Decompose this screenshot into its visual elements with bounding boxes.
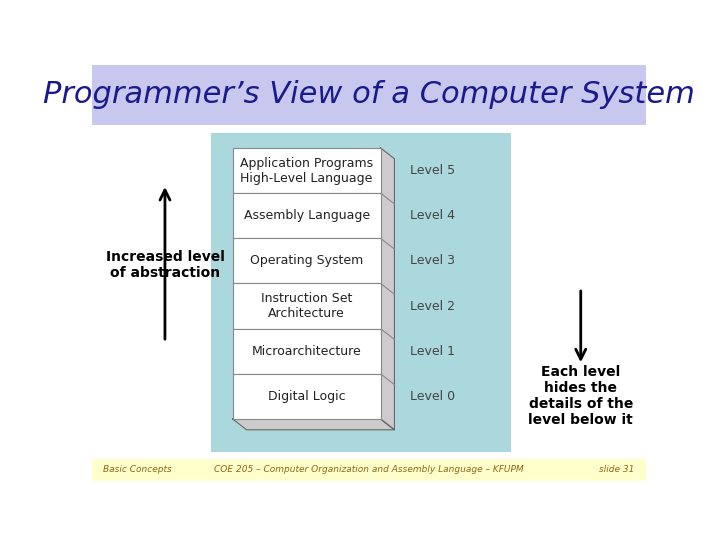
Bar <box>233 374 381 419</box>
Text: Level 3: Level 3 <box>410 254 455 267</box>
Bar <box>233 193 381 238</box>
Polygon shape <box>381 148 395 430</box>
Bar <box>233 238 381 284</box>
Text: COE 205 – Computer Organization and Assembly Language – KFUPM: COE 205 – Computer Organization and Asse… <box>214 465 524 474</box>
Text: Instruction Set
Architecture: Instruction Set Architecture <box>261 292 352 320</box>
Text: Each level
hides the
details of the
level below it: Each level hides the details of the leve… <box>528 364 633 427</box>
Text: Level 4: Level 4 <box>410 209 455 222</box>
Bar <box>233 284 381 329</box>
Text: Application Programs
High-Level Language: Application Programs High-Level Language <box>240 157 373 185</box>
Bar <box>233 148 381 193</box>
Text: Level 1: Level 1 <box>410 345 455 357</box>
Polygon shape <box>233 419 395 430</box>
Bar <box>233 329 381 374</box>
Text: Programmer’s View of a Computer System: Programmer’s View of a Computer System <box>43 80 695 109</box>
Text: Assembly Language: Assembly Language <box>243 209 369 222</box>
Text: Microarchitecture: Microarchitecture <box>252 345 361 357</box>
Text: slide 31: slide 31 <box>599 465 634 474</box>
Bar <box>92 65 647 125</box>
Text: Level 5: Level 5 <box>410 164 455 177</box>
Text: Level 2: Level 2 <box>410 300 455 313</box>
Text: Operating System: Operating System <box>250 254 364 267</box>
Text: Basic Concepts: Basic Concepts <box>104 465 172 474</box>
Text: Level 0: Level 0 <box>410 390 455 403</box>
Text: Digital Logic: Digital Logic <box>268 390 346 403</box>
Bar <box>92 459 647 481</box>
Bar <box>211 132 511 452</box>
Text: Increased level
of abstraction: Increased level of abstraction <box>106 250 225 280</box>
